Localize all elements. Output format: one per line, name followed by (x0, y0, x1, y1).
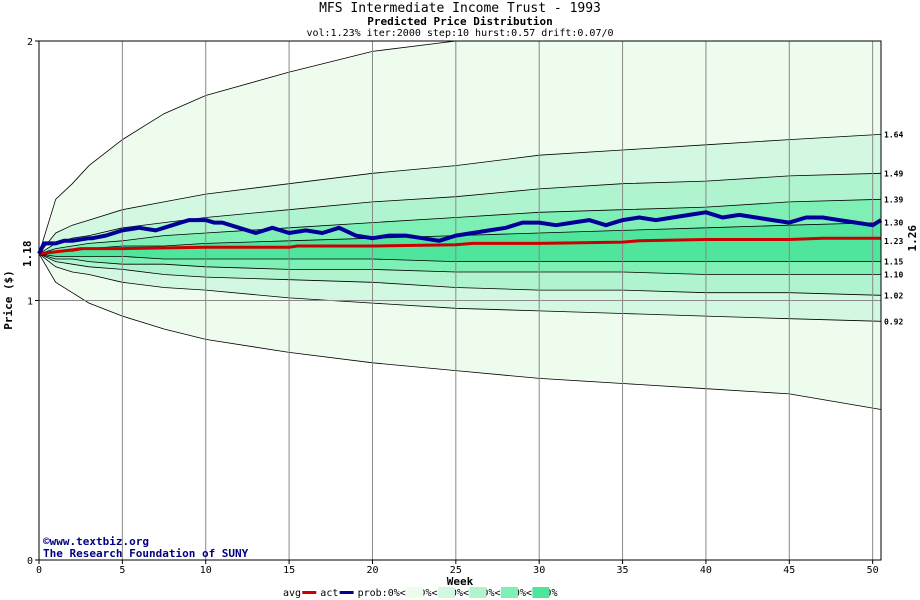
legend-band-swatch (532, 587, 550, 598)
band-area-5 (39, 222, 881, 262)
band-end-label: 1.39 (884, 195, 903, 204)
legend-label-prob0: prob:0%< (358, 588, 406, 599)
x-tick-label: 15 (283, 565, 295, 576)
x-tick-label: 30 (533, 565, 545, 576)
band-end-label: 1.64 (884, 130, 903, 139)
legend-swatch-act (339, 591, 354, 594)
x-tick-label: 25 (450, 565, 462, 576)
gridlines (39, 41, 881, 560)
legend-band-swatch (500, 587, 518, 598)
probability-bands (38, 40, 882, 410)
credit-organization: The Research Foundation of SUNY (43, 547, 249, 560)
axis-ticks: 0 5 10 15 20 25 30 35 40 45 50 0 1 2 (27, 37, 879, 576)
end-value-label: 1.26 (906, 225, 919, 252)
band-end-label: 1.23 (884, 237, 903, 246)
band-end-labels: 1.64 1.49 1.39 1.30 1.23 1.15 1.10 1.02 0.92 (884, 130, 903, 326)
band-end-label: 1.30 (884, 219, 903, 228)
x-tick-label: 0 (36, 565, 42, 576)
band-end-label: 1.49 (884, 169, 903, 178)
series-line-act (37, 210, 883, 255)
band-end-label: 1.02 (884, 291, 903, 300)
x-tick-label: 20 (366, 565, 378, 576)
x-tick-label: 5 (119, 565, 125, 576)
legend-band-swatch (437, 587, 455, 598)
band-end-label: 0.92 (884, 317, 903, 326)
y-tick-label: 1 (27, 297, 33, 308)
x-tick-label: 40 (700, 565, 712, 576)
start-value-label: 1.18 (21, 241, 34, 267)
credit-website: ©www.textbiz.org (43, 535, 149, 548)
chart-subtitle: Predicted Price Distribution (367, 15, 552, 28)
legend-swatch-avg (302, 591, 317, 594)
legend-band-swatch (406, 587, 424, 598)
chart-params: vol:1.23% iter:2000 step:10 hurst:0.57 d… (306, 28, 613, 39)
band-end-label: 1.15 (884, 258, 903, 267)
legend-label-avg: avg (283, 588, 301, 599)
x-tick-label: 10 (200, 565, 212, 576)
series-line-avg (38, 236, 881, 256)
chart-title: MFS Intermediate Income Trust - 1993 (319, 1, 601, 16)
legend-label-act: act (320, 588, 338, 599)
x-tick-label: 45 (783, 565, 795, 576)
y-axis-label: Price ($) (2, 270, 15, 330)
series-lines (37, 210, 883, 256)
band-end-label: 1.10 (884, 271, 903, 280)
y-tick-label: 2 (27, 37, 33, 48)
y-tick-label: 0 (27, 556, 33, 567)
x-tick-label: 50 (867, 565, 879, 576)
x-axis-label: Week (447, 575, 474, 588)
x-tick-label: 35 (617, 565, 629, 576)
legend-band-swatch (469, 587, 487, 598)
